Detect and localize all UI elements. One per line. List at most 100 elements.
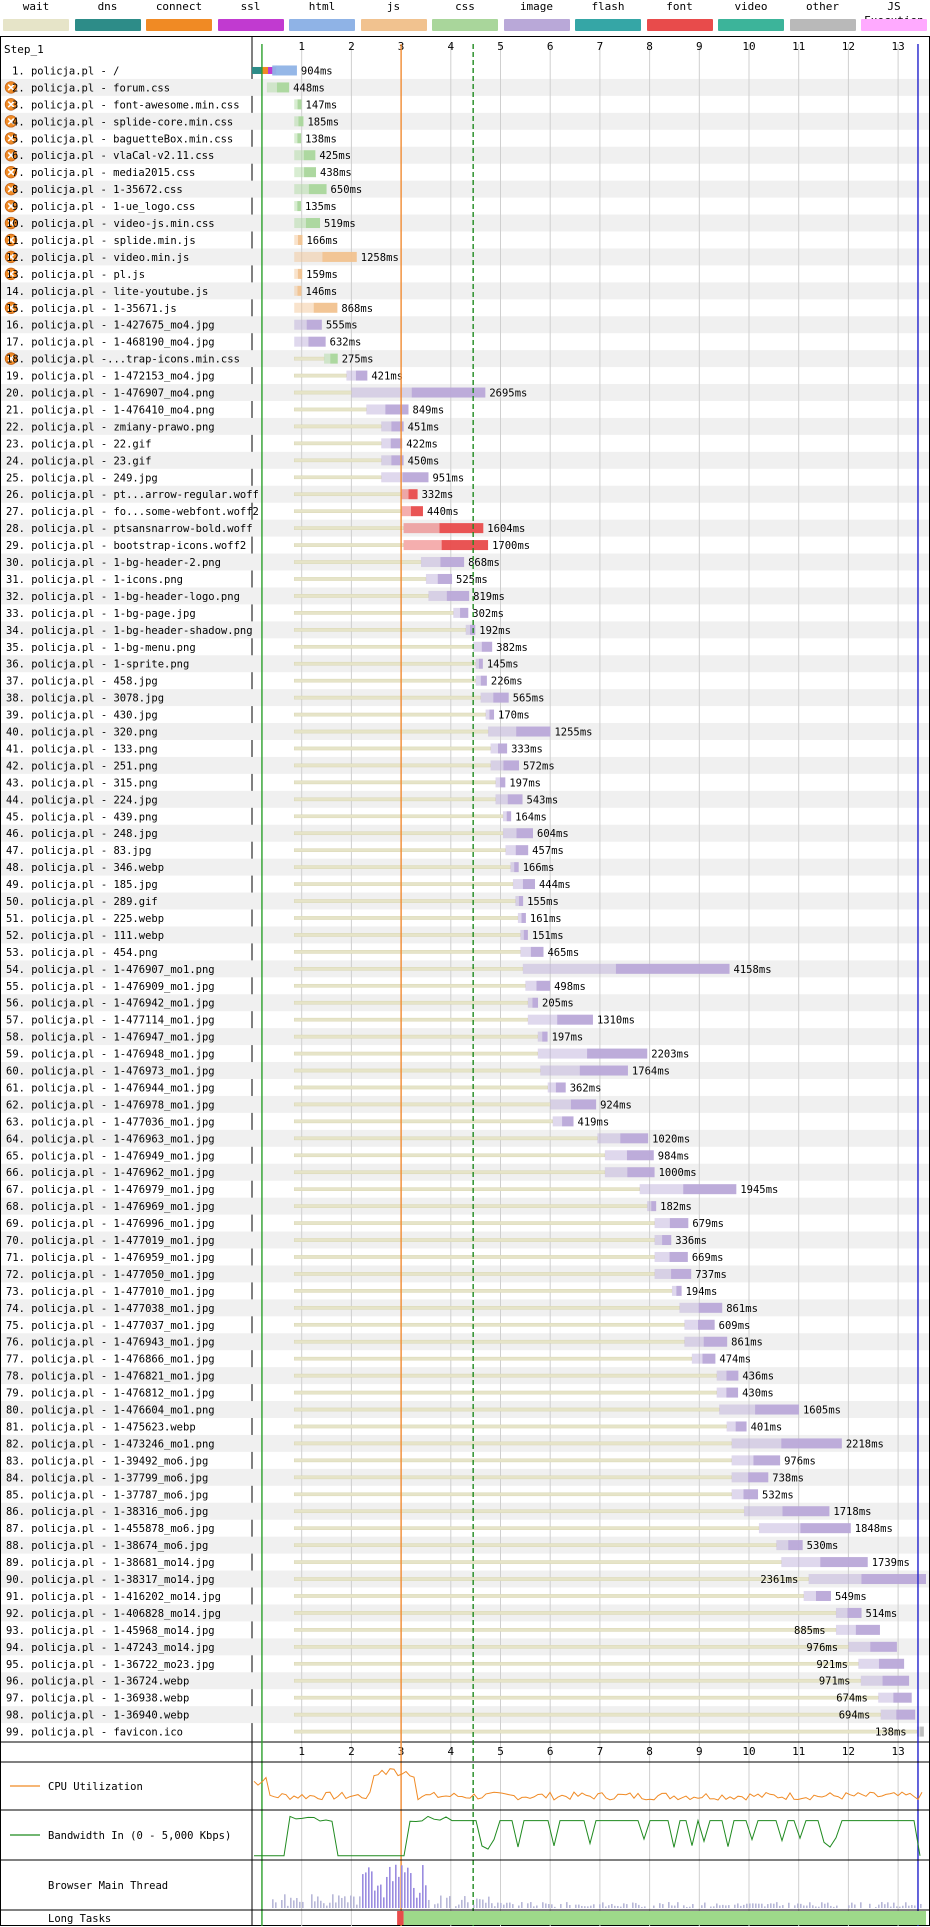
- wait-bar: [294, 1441, 732, 1446]
- main-thread-tick: [329, 1902, 331, 1908]
- request-bar: [527, 997, 533, 1008]
- duration-label: 336: [675, 1235, 694, 1247]
- download-bar: [870, 1641, 897, 1652]
- cpu-trace: [253, 1768, 923, 1801]
- main-thread-tick: [677, 1902, 679, 1908]
- legend-label: connect: [155, 0, 203, 13]
- duration-label: 382: [496, 642, 515, 654]
- request-bar: [803, 1590, 816, 1601]
- main-thread-tick: [296, 1898, 298, 1908]
- duration-label: 362: [570, 1082, 589, 1094]
- main-thread-tick: [575, 1904, 577, 1908]
- row-stripe: [1, 180, 929, 198]
- download-bar: [669, 1251, 688, 1262]
- request-label: 93. policja.pl - 1-45968_mo14.jpg: [6, 1625, 215, 1637]
- download-bar: [620, 1133, 649, 1144]
- request-label: 56. policja.pl - 1-476942_mo1.jpg: [6, 998, 215, 1010]
- wait-bar: [294, 1051, 538, 1056]
- main-thread-tick: [806, 1905, 808, 1908]
- main-thread-tick: [416, 1897, 418, 1908]
- request-label: 66. policja.pl - 1-476962_mo1.jpg: [6, 1167, 215, 1179]
- main-thread-tick: [395, 1864, 397, 1908]
- wait-bar: [294, 661, 476, 666]
- duration-label: 1605: [803, 1405, 828, 1417]
- main-thread-tick: [302, 1901, 304, 1908]
- duration-unit: ms: [515, 642, 528, 654]
- request-bar: [381, 455, 392, 466]
- request-bar: [716, 1370, 727, 1381]
- wait-bar: [294, 695, 481, 700]
- duration-label: 182: [660, 1201, 679, 1213]
- duration-unit: ms: [858, 1710, 871, 1722]
- legend-item-js: js: [359, 0, 429, 34]
- request-label: 31. policja.pl - 1-icons.png: [6, 574, 183, 586]
- request-label: 43. policja.pl - 315.png: [6, 777, 158, 789]
- tick-label-bottom: 11: [792, 1745, 805, 1758]
- duration-label: 436: [742, 1371, 761, 1383]
- main-thread-tick: [875, 1906, 877, 1908]
- request-label: 77. policja.pl - 1-476866_mo1.jpg: [6, 1354, 215, 1366]
- main-thread-tick: [758, 1903, 760, 1908]
- request-label: 89. policja.pl - 1-38681_mo14.jpg: [6, 1557, 215, 1569]
- request-label: 18. policja.pl -...trap-icons.min.css: [6, 354, 240, 366]
- request-bar: [731, 1472, 749, 1483]
- download-bar: [521, 912, 526, 923]
- wait-bar: [294, 1068, 541, 1073]
- wait-bar: [294, 390, 352, 395]
- download-bar: [408, 489, 418, 500]
- duration-label: 525: [456, 574, 475, 586]
- legend-item-wait: wait: [1, 0, 71, 34]
- main-thread-tick: [899, 1906, 901, 1908]
- request-label: 16. policja.pl - 1-427675_mo4.jpg: [6, 320, 215, 332]
- main-thread-tick: [692, 1904, 694, 1908]
- request-bar: [726, 1421, 736, 1432]
- warning-icon: [4, 301, 18, 314]
- duration-label: 976: [806, 1642, 825, 1654]
- download-bar: [861, 1574, 926, 1585]
- request-label: 49. policja.pl - 185.jpg: [6, 879, 158, 891]
- duration-unit: ms: [885, 1608, 898, 1620]
- row-stripe: [1, 282, 929, 300]
- main-thread-tick: [446, 1897, 448, 1908]
- main-thread-tick: [521, 1902, 523, 1908]
- duration-unit: ms: [349, 337, 362, 349]
- request-bar: [654, 1251, 670, 1262]
- request-label: 69. policja.pl - 1-476996_mo1.jpg: [6, 1218, 215, 1230]
- download-bar: [516, 828, 534, 839]
- tick-label-top: 8: [646, 40, 653, 53]
- legend-label: html: [308, 0, 336, 13]
- request-label: 12. policja.pl - video.min.js: [6, 252, 189, 264]
- main-thread-tick: [764, 1906, 766, 1908]
- main-thread-tick: [587, 1906, 589, 1908]
- legend-swatch: [718, 19, 784, 31]
- duration-unit: ms: [491, 608, 504, 620]
- main-thread-tick: [752, 1903, 754, 1908]
- main-thread-tick: [662, 1904, 664, 1908]
- main-thread-tick: [389, 1866, 391, 1908]
- duration-label: 425: [319, 150, 338, 162]
- main-thread-tick: [485, 1902, 487, 1908]
- warning-icon: [4, 267, 18, 281]
- download-bar: [489, 709, 495, 720]
- request-bar: [502, 811, 507, 822]
- download-bar: [557, 1014, 593, 1025]
- duration-unit: ms: [738, 1354, 751, 1366]
- main-thread-tick: [767, 1904, 769, 1908]
- duration-label: 868: [468, 557, 487, 569]
- tick-label-bottom: 4: [447, 1745, 454, 1758]
- download-bar: [518, 896, 524, 907]
- wait-bar: [294, 577, 427, 581]
- request-label: 41. policja.pl - 133.png: [6, 743, 158, 755]
- request-label: 28. policja.pl - ptsansnarrow-bold.woff: [6, 523, 253, 535]
- main-thread-tick: [797, 1903, 799, 1908]
- main-thread-tick: [701, 1905, 703, 1908]
- request-label: 92. policja.pl - 1-406828_mo14.jpg: [6, 1608, 221, 1620]
- ssl-segment: [268, 66, 276, 74]
- main-thread-tick: [455, 1906, 457, 1908]
- request-label: 47. policja.pl - 83.jpg: [6, 845, 151, 857]
- main-thread-tick: [578, 1904, 580, 1908]
- duration-label: 1258: [361, 252, 386, 264]
- download-bar: [847, 1607, 862, 1618]
- main-thread-tick: [884, 1904, 886, 1908]
- wait-bar: [294, 424, 382, 429]
